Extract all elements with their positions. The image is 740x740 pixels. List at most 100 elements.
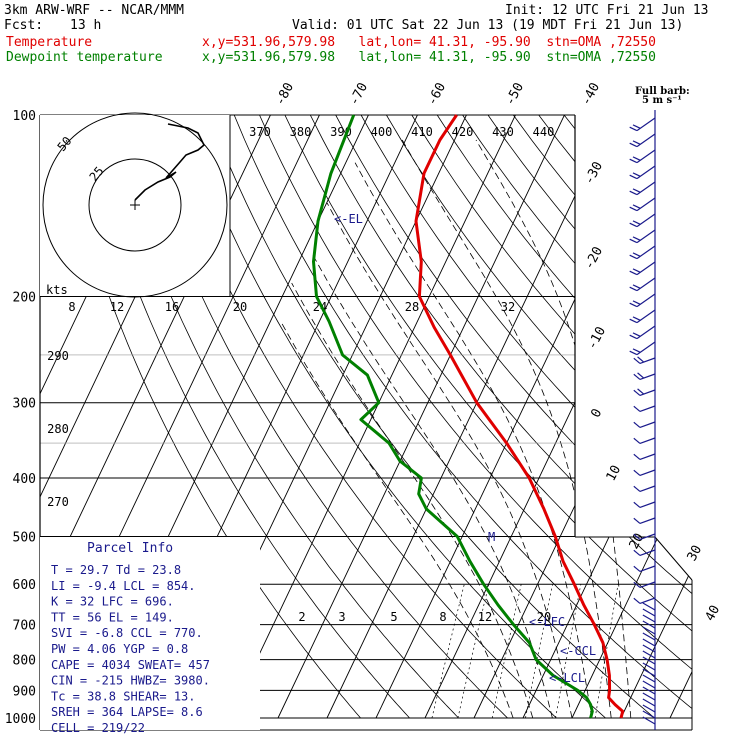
isotherm-line bbox=[277, 115, 565, 719]
parcel-info-row: SREH = 364 LAPSE= 8.6 bbox=[51, 705, 203, 719]
dry-adiabat-label: 400 bbox=[371, 125, 393, 139]
dry-adiabat-label: 430 bbox=[492, 125, 514, 139]
pressure-tick-label: 400 bbox=[13, 472, 36, 487]
pressure-tick-label: 600 bbox=[13, 578, 36, 593]
wind-barb bbox=[642, 686, 656, 695]
wind-barb bbox=[642, 644, 656, 653]
wind-barb bbox=[642, 662, 656, 671]
isotherm-line bbox=[620, 115, 692, 719]
dry-adiabat bbox=[563, 115, 692, 719]
isotherm-label: 40 bbox=[703, 603, 724, 624]
pressure-tick-label: 200 bbox=[13, 291, 36, 306]
annotation-lfc: <-LFC bbox=[529, 615, 565, 629]
mixing-ratio-label: 8 bbox=[439, 610, 446, 624]
isotherm-label: -10 bbox=[585, 324, 609, 352]
isotherm-label: 0 bbox=[588, 406, 605, 420]
theta-left-label: 290 bbox=[47, 349, 69, 363]
parcel-info-row: PW = 4.06 YGP = 0.8 bbox=[51, 642, 188, 656]
moist-adiabat-label: 28 bbox=[405, 300, 419, 314]
isotherm-label: 10 bbox=[604, 463, 625, 484]
wind-barb bbox=[629, 117, 656, 132]
pressure-tick-label: 900 bbox=[13, 684, 36, 699]
wind-barb bbox=[642, 602, 656, 611]
wind-barb bbox=[633, 469, 656, 477]
wind-barb bbox=[629, 309, 656, 324]
wind-barb bbox=[642, 638, 656, 647]
theta-left-label: 270 bbox=[47, 495, 69, 509]
annotation-el: <-EL bbox=[334, 212, 363, 226]
temperature-profile bbox=[414, 114, 625, 719]
isotherm-label: -80 bbox=[273, 80, 297, 108]
isotherm-label: 20 bbox=[627, 531, 648, 552]
dry-adiabat bbox=[436, 115, 692, 719]
mixing-ratio-line bbox=[457, 584, 490, 719]
wind-barb bbox=[642, 614, 656, 623]
parcel-info-row: T = 29.7 Td = 23.8 bbox=[51, 563, 181, 577]
profiles bbox=[312, 114, 625, 719]
parcel-info-row: CAPE = 4034 SWEAT= 457 bbox=[51, 658, 210, 672]
hodograph-ring bbox=[88, 158, 182, 252]
barb-legend-title: Full barb: bbox=[635, 86, 690, 97]
wind-barb bbox=[642, 650, 656, 659]
wind-barb bbox=[629, 293, 656, 308]
wind-barb bbox=[642, 716, 656, 725]
dewpoint-location: x,y=531.96,579.98 lat,lon= 41.31, -95.90… bbox=[202, 50, 656, 65]
wind-barb bbox=[629, 181, 656, 196]
isotherm-label: -60 bbox=[425, 80, 449, 108]
theta-left-label: 280 bbox=[47, 422, 69, 436]
parcel-info-row: K = 32 LFC = 696. bbox=[51, 595, 174, 609]
parcel-info-row: LI = -9.4 LCL = 854. bbox=[51, 579, 196, 593]
init-time: Init: 12 UTC Fri 21 Jun 13 bbox=[505, 3, 709, 18]
wind-barb bbox=[629, 149, 656, 164]
isotherm-line bbox=[571, 115, 692, 719]
wind-barb bbox=[642, 674, 656, 683]
dry-adiabat bbox=[589, 115, 692, 719]
moist-adiabat bbox=[280, 321, 514, 719]
wind-barb bbox=[629, 197, 656, 212]
moist-adiabat bbox=[326, 202, 573, 719]
mixing-ratio-label: 3 bbox=[338, 610, 345, 624]
wind-barb bbox=[633, 421, 656, 429]
dewpoint-profile bbox=[312, 114, 594, 719]
moist-adiabat bbox=[401, 139, 612, 719]
wind-barb bbox=[629, 341, 656, 356]
annotations: <-EL <-LFC <-CCL <-LCL M bbox=[334, 212, 596, 685]
isotherm-label: -70 bbox=[347, 80, 371, 108]
wind-barb bbox=[633, 453, 656, 461]
mixing-ratio-label: 12 bbox=[478, 610, 492, 624]
dry-adiabat-label: 440 bbox=[533, 125, 555, 139]
moist-adiabat bbox=[354, 162, 592, 719]
wind-barb bbox=[642, 680, 656, 689]
pressure-tick-label: 700 bbox=[13, 619, 36, 634]
parcel-info-row: CIN = -215 HWBZ= 3980. bbox=[51, 674, 210, 688]
pressure-tick-label: 300 bbox=[13, 397, 36, 412]
wind-barb bbox=[629, 133, 656, 148]
wind-barb bbox=[633, 517, 656, 525]
pressure-tick-label: 800 bbox=[13, 654, 36, 669]
isotherm-line bbox=[326, 115, 614, 719]
dewpoint-label: Dewpoint temperature bbox=[6, 50, 163, 65]
wind-barb bbox=[629, 165, 656, 180]
wind-barb bbox=[642, 626, 656, 635]
parcel-info-row: TT = 56 EL = 149. bbox=[51, 610, 174, 624]
wind-barb bbox=[642, 668, 656, 677]
wind-barb bbox=[642, 632, 656, 641]
wind-barb bbox=[633, 372, 656, 381]
moist-adiabat-label: 20 bbox=[233, 300, 247, 314]
wind-barb bbox=[633, 501, 656, 509]
isotherm-label: -30 bbox=[582, 159, 606, 187]
wind-barb bbox=[642, 704, 656, 713]
moist-adiabat bbox=[475, 139, 632, 719]
hodograph-ring bbox=[42, 112, 228, 298]
isotherm-line bbox=[719, 115, 740, 718]
fcst-value: 13 h bbox=[70, 18, 102, 33]
annotation-ccl: <-CCL bbox=[560, 644, 596, 658]
dry-adiabat-label: 380 bbox=[290, 125, 312, 139]
isotherm-label: -20 bbox=[582, 244, 606, 272]
wind-barbs bbox=[629, 110, 656, 730]
mixing-ratio-label: 20 bbox=[537, 610, 551, 624]
wind-barb bbox=[633, 388, 656, 397]
wind-barb bbox=[633, 533, 656, 541]
